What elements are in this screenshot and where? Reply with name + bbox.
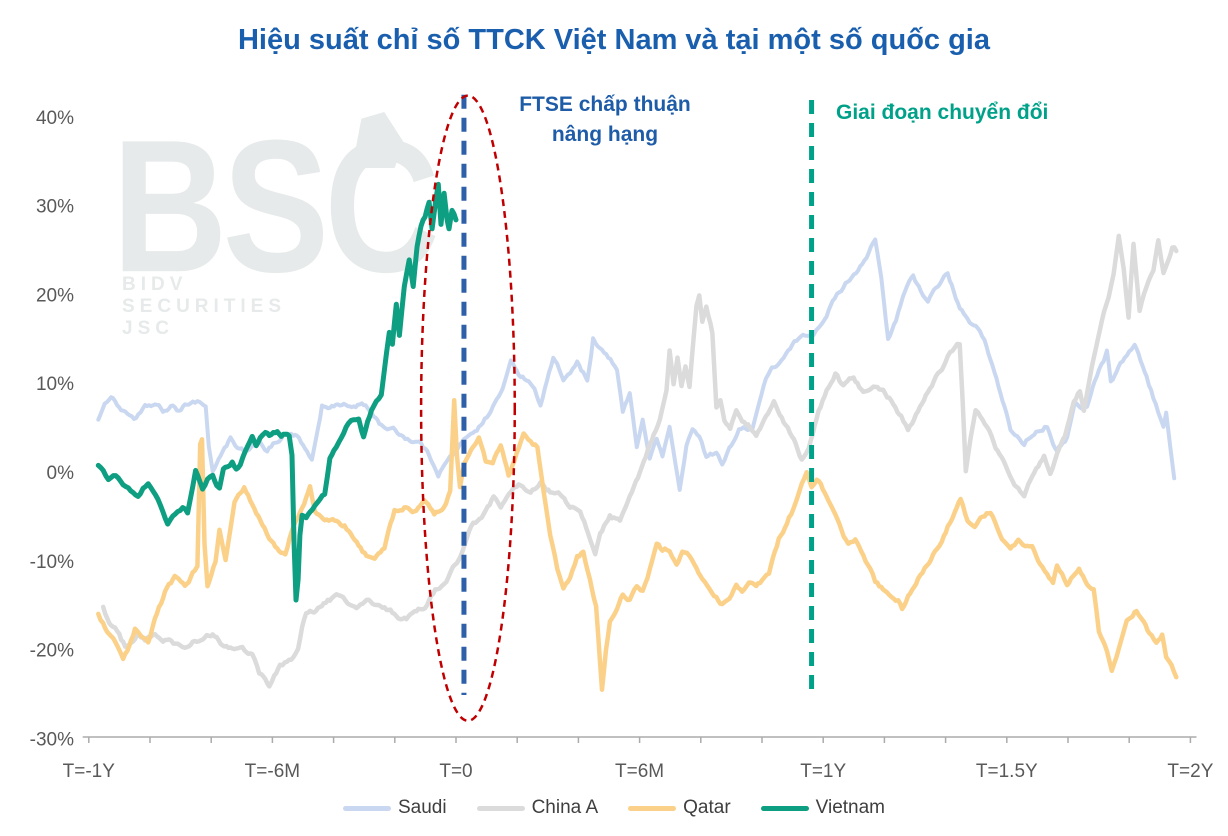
- china-a-line-swatch: [476, 805, 525, 811]
- legend-label: Vietnam: [815, 797, 886, 818]
- legend-item-qatar: Qatar: [628, 797, 731, 819]
- svg-text:40%: 40%: [36, 108, 74, 129]
- legend-item-saudi: Saudi: [342, 797, 447, 819]
- vietnam-line-swatch: [760, 805, 809, 811]
- svg-text:T=1.5Y: T=1.5Y: [976, 761, 1038, 782]
- bsc-logo-subtext: BIDV SECURITIES JSC: [122, 274, 287, 339]
- svg-text:20%: 20%: [36, 285, 74, 306]
- svg-text:30%: 30%: [36, 197, 74, 218]
- ftse-annotation-line2: nâng hạng: [551, 123, 659, 146]
- svg-text:T=0: T=0: [439, 761, 472, 782]
- legend-item-vietnam: Vietnam: [760, 797, 886, 819]
- svg-text:0%: 0%: [47, 463, 75, 484]
- svg-text:10%: 10%: [36, 374, 74, 395]
- saudi-line-swatch: [342, 805, 391, 811]
- svg-text:T=2Y: T=2Y: [1167, 761, 1213, 782]
- legend-item-china-a: China A: [476, 797, 599, 819]
- legend-label: Qatar: [683, 797, 731, 818]
- ftse-approval-annotation: FTSE chấp thuận nâng hạng: [458, 90, 752, 150]
- transition-period-annotation: Giai đoạn chuyển đổi: [836, 101, 1049, 124]
- page-title: Hiệu suất chỉ số TTCK Việt Nam và tại mộ…: [237, 24, 990, 56]
- svg-text:-10%: -10%: [30, 552, 74, 573]
- legend-label: China A: [531, 797, 599, 818]
- svg-text:T=6M: T=6M: [615, 761, 664, 782]
- qatar-line-swatch: [628, 805, 677, 811]
- legend-label: Saudi: [397, 797, 447, 818]
- svg-text:T=-6M: T=-6M: [245, 761, 300, 782]
- svg-text:T=-1Y: T=-1Y: [63, 761, 116, 782]
- chart-legend: Saudi China A Qatar Vietnam: [0, 797, 1228, 819]
- ftse-annotation-line1: FTSE chấp thuận: [519, 93, 691, 116]
- svg-text:T=1Y: T=1Y: [800, 761, 846, 782]
- svg-text:-20%: -20%: [30, 641, 74, 662]
- svg-text:-30%: -30%: [30, 729, 74, 750]
